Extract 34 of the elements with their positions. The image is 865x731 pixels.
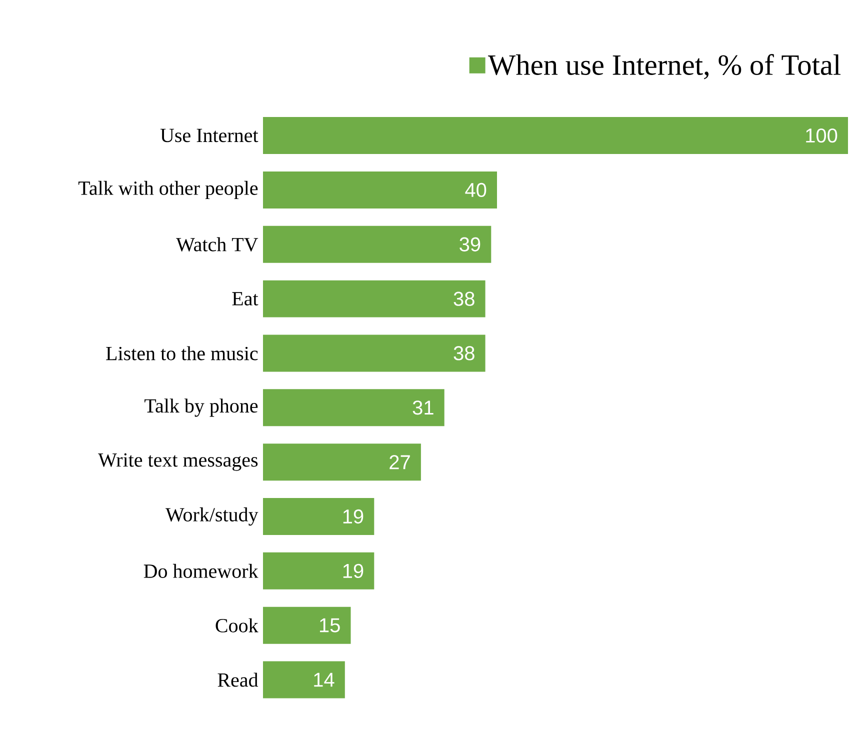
- bar: [263, 606, 351, 644]
- y-tick-label: Cook: [216, 618, 258, 632]
- y-tick-label: Talk by phone: [144, 398, 258, 417]
- bar: [263, 226, 492, 263]
- y-tick-label: Write text messages: [98, 453, 258, 471]
- data-label: 38: [454, 292, 474, 306]
- y-tick-label: Use Internet: [160, 128, 258, 142]
- data-label: 39: [460, 237, 480, 252]
- bar: [263, 552, 374, 590]
- bar: [263, 444, 421, 481]
- bar: [263, 171, 497, 208]
- bar: [263, 389, 444, 426]
- y-tick-label: Eat: [232, 292, 258, 306]
- data-label: 14: [314, 672, 334, 687]
- data-label: 38: [454, 346, 474, 360]
- bar: [263, 117, 848, 154]
- y-tick-label: Work/study: [165, 507, 258, 526]
- data-label: 19: [343, 564, 364, 578]
- data-label: 31: [412, 400, 434, 415]
- y-tick-label: Talk with other people: [78, 180, 258, 200]
- legend-label: When use Internet, % of Total: [488, 54, 841, 80]
- bar: [263, 334, 486, 372]
- data-label: 100: [806, 128, 838, 143]
- data-label: 40: [465, 182, 486, 198]
- bar: [263, 661, 345, 698]
- y-tick-label: Listen to the music: [106, 346, 258, 360]
- data-label: 19: [343, 509, 364, 524]
- data-label: 15: [320, 618, 340, 632]
- bar: [263, 280, 486, 318]
- y-tick-label: Read: [218, 672, 258, 687]
- bar: [263, 498, 374, 536]
- y-tick-label: Do homework: [144, 564, 258, 578]
- data-label: 27: [390, 455, 410, 470]
- y-tick-label: Watch TV: [176, 237, 258, 252]
